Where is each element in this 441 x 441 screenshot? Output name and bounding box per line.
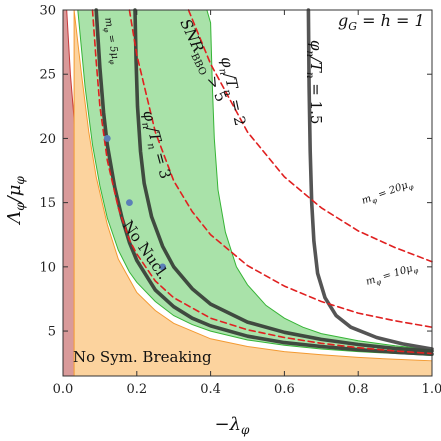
y-tick-label: 10 xyxy=(39,260,56,275)
annotation-phi-1-5: φn/Tn = 1.5 xyxy=(304,40,325,124)
x-tick-label: 0.2 xyxy=(126,382,147,397)
benchmark-point-2 xyxy=(126,199,133,207)
x-tick-label: 0.6 xyxy=(274,382,295,397)
benchmark-point-1 xyxy=(103,135,111,142)
annotation-m20: mφ = 20μφ xyxy=(360,178,415,208)
x-tick-label: 1.0 xyxy=(422,382,441,397)
y-tick-label: 20 xyxy=(39,132,56,147)
series-m-10 xyxy=(128,9,433,328)
y-tick-label: 30 xyxy=(39,4,56,19)
region-no-nucl xyxy=(73,9,433,377)
x-axis-title: −λφ xyxy=(215,414,251,437)
annotation-couplings: gG = h = 1 xyxy=(338,11,425,33)
series-n-t-n-2 xyxy=(133,8,434,353)
regions-layer xyxy=(62,9,433,377)
y-tick-label: 15 xyxy=(39,196,56,211)
annotation-no-symmetry-breaking: No Sym. Breaking xyxy=(73,348,212,366)
series-n-t-n-1-5 xyxy=(306,8,434,351)
ticks-layer: 0.0 0.2 0.4 0.6 0.8 1.0 5 10 15 20 25 30 xyxy=(39,4,441,398)
markers-layer xyxy=(103,135,167,271)
x-tick-label: 0.4 xyxy=(200,382,221,397)
y-tick-label: 5 xyxy=(48,325,56,340)
series-m-20 xyxy=(187,9,433,263)
annotation-m10: mφ = 10μφ xyxy=(365,262,420,290)
x-tick-label: 0.8 xyxy=(348,382,369,397)
x-tick-label: 0.0 xyxy=(53,382,74,397)
benchmark-point-3 xyxy=(159,263,167,271)
y-axis-title: Λφ/μφ xyxy=(4,176,27,226)
y-tick-label: 25 xyxy=(39,68,56,83)
series-m-5 xyxy=(91,9,433,355)
annotation-m5: mφ = 5μφ xyxy=(100,17,121,66)
plot-frame xyxy=(62,9,433,377)
